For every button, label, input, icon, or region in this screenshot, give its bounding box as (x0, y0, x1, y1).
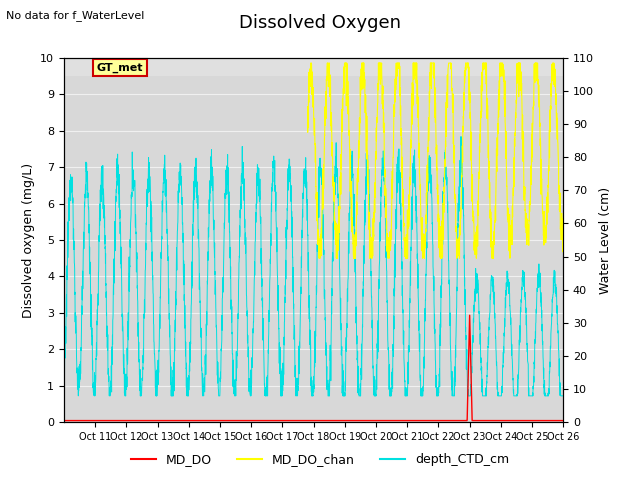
Bar (64, 58, 563, 76)
Text: No data for f_WaterLevel: No data for f_WaterLevel (6, 10, 145, 21)
Y-axis label: Water Level (cm): Water Level (cm) (600, 186, 612, 294)
Text: GT_met: GT_met (97, 62, 143, 72)
Text: Dissolved Oxygen: Dissolved Oxygen (239, 14, 401, 33)
Legend: MD_DO, MD_DO_chan, depth_CTD_cm: MD_DO, MD_DO_chan, depth_CTD_cm (126, 448, 514, 471)
Y-axis label: Dissolved oxygen (mg/L): Dissolved oxygen (mg/L) (22, 162, 35, 318)
